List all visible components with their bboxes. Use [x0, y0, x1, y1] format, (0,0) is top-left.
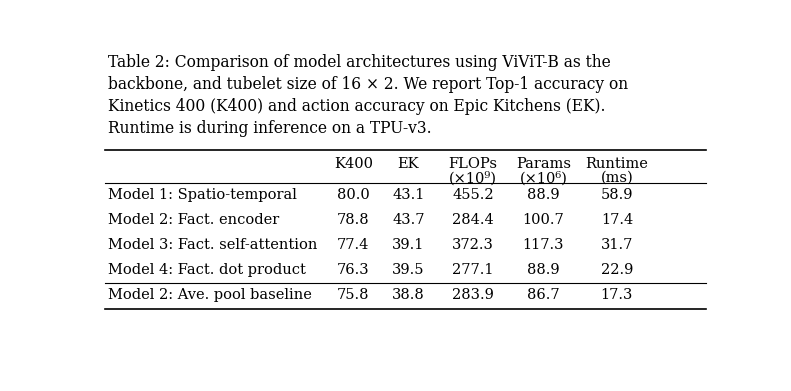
Text: Model 2: Fact. encoder: Model 2: Fact. encoder: [108, 213, 279, 228]
Text: backbone, and tubelet size of 16 × 2. We report Top-1 accuracy on: backbone, and tubelet size of 16 × 2. We…: [108, 76, 628, 93]
Text: Runtime: Runtime: [585, 158, 649, 171]
Text: 31.7: 31.7: [600, 239, 633, 253]
Text: 58.9: 58.9: [600, 188, 633, 203]
Text: 38.8: 38.8: [392, 289, 425, 303]
Text: 284.4: 284.4: [452, 213, 494, 228]
Text: (×10⁹): (×10⁹): [448, 171, 497, 185]
Text: 43.7: 43.7: [392, 213, 425, 228]
Text: 17.3: 17.3: [600, 289, 633, 303]
Text: FLOPs: FLOPs: [448, 158, 498, 171]
Text: Model 3: Fact. self-attention: Model 3: Fact. self-attention: [108, 239, 317, 253]
Text: 277.1: 277.1: [452, 264, 494, 278]
Text: Model 1: Spatio-temporal: Model 1: Spatio-temporal: [108, 188, 297, 203]
Text: 80.0: 80.0: [337, 188, 369, 203]
Text: 43.1: 43.1: [392, 188, 425, 203]
Text: 88.9: 88.9: [527, 264, 559, 278]
Text: 100.7: 100.7: [522, 213, 564, 228]
Text: 88.9: 88.9: [527, 188, 559, 203]
Text: 22.9: 22.9: [600, 264, 633, 278]
Text: Table 2: Comparison of model architectures using ViViT-B as the: Table 2: Comparison of model architectur…: [108, 54, 611, 72]
Text: K400: K400: [334, 158, 373, 171]
Text: 117.3: 117.3: [523, 239, 564, 253]
Text: 283.9: 283.9: [452, 289, 494, 303]
Text: Params: Params: [516, 158, 571, 171]
Text: 17.4: 17.4: [600, 213, 633, 228]
Text: Runtime is during inference on a TPU-v3.: Runtime is during inference on a TPU-v3.: [108, 120, 432, 137]
Text: 77.4: 77.4: [337, 239, 369, 253]
Text: 76.3: 76.3: [337, 264, 369, 278]
Text: (ms): (ms): [600, 171, 634, 185]
Text: 39.5: 39.5: [392, 264, 425, 278]
Text: 78.8: 78.8: [337, 213, 369, 228]
Text: 75.8: 75.8: [337, 289, 369, 303]
Text: 455.2: 455.2: [452, 188, 494, 203]
Text: (×10⁶): (×10⁶): [520, 171, 567, 185]
Text: EK: EK: [398, 158, 419, 171]
Text: Kinetics 400 (K400) and action accuracy on Epic Kitchens (EK).: Kinetics 400 (K400) and action accuracy …: [108, 99, 606, 115]
Text: 39.1: 39.1: [392, 239, 425, 253]
Text: 86.7: 86.7: [527, 289, 559, 303]
Text: 372.3: 372.3: [452, 239, 494, 253]
Text: Model 2: Ave. pool baseline: Model 2: Ave. pool baseline: [108, 289, 312, 303]
Text: Model 4: Fact. dot product: Model 4: Fact. dot product: [108, 264, 306, 278]
